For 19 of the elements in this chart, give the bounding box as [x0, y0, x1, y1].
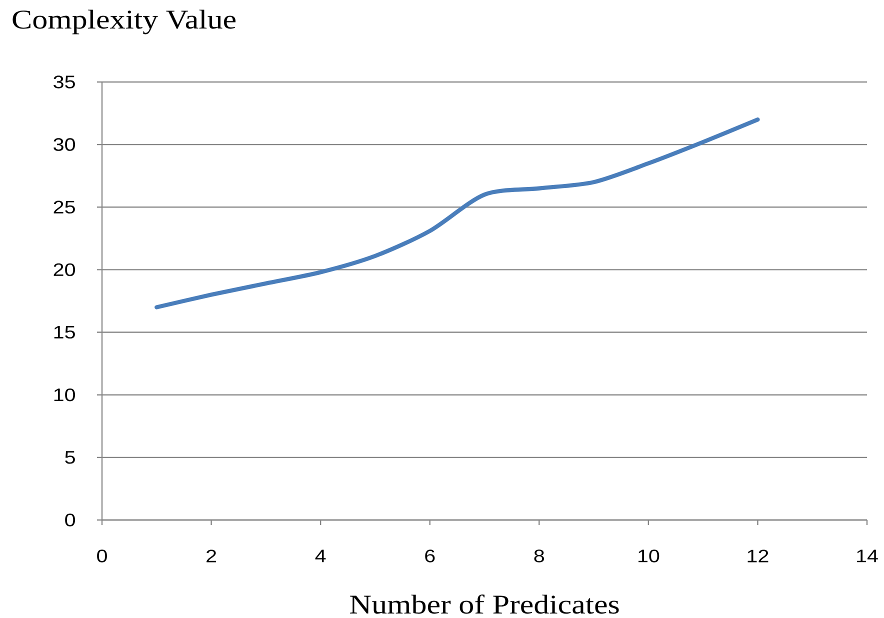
y-tick-label: 35 [54, 76, 75, 88]
x-tick-label: 4 [315, 550, 326, 562]
x-tick-label: 8 [534, 550, 544, 562]
x-tick-label: 6 [425, 550, 435, 562]
y-axis-title: Complexity Value [12, 10, 236, 34]
y-tick-label: 20 [54, 263, 75, 276]
x-tick-label: 0 [97, 550, 107, 562]
y-tick-label: 5 [65, 451, 75, 464]
x-tick-label: 10 [638, 550, 660, 562]
x-tick-label: 14 [857, 550, 878, 562]
y-tick-label: 15 [54, 326, 75, 339]
x-axis-title: Number of Predicates [350, 594, 619, 614]
x-tick-label: 12 [748, 550, 768, 562]
y-tick-label: 0 [65, 514, 76, 526]
line-series [154, 117, 760, 310]
y-tick-label: 10 [54, 388, 75, 402]
y-tick-label: 30 [54, 138, 75, 151]
y-tick-label: 25 [54, 200, 75, 214]
x-tick-label: 2 [206, 550, 216, 562]
